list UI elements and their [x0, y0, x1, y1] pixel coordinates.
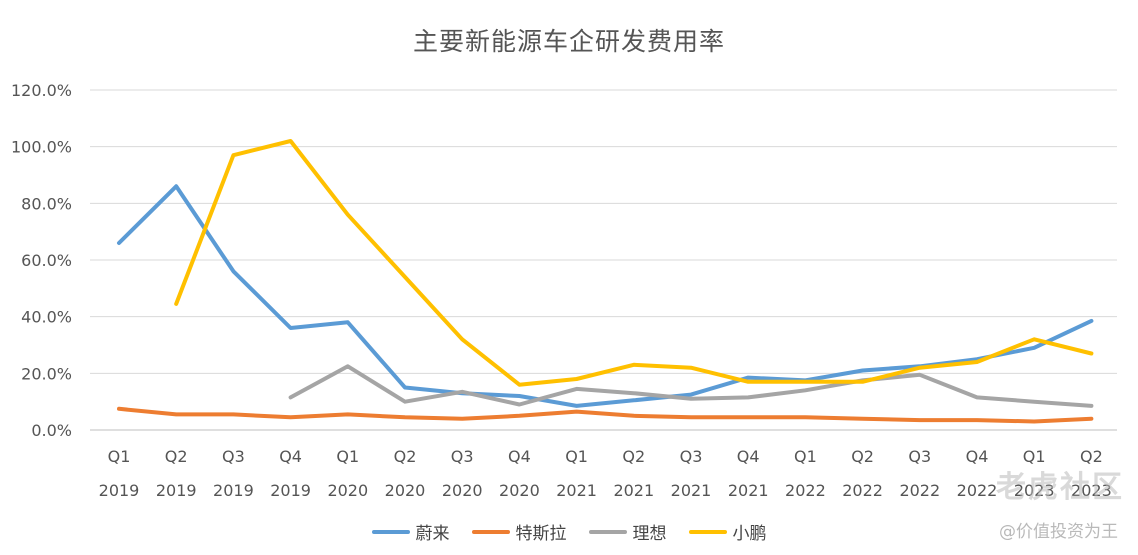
series-line: [174, 139, 1094, 387]
x-tick-label-year: 2023: [1071, 481, 1112, 500]
watermark-logo: 老虎社区: [996, 470, 1124, 505]
x-tick-label-year: 2020: [442, 481, 483, 500]
x-tick-label-quarter: Q4: [966, 447, 989, 466]
x-tick-label-year: 2021: [556, 481, 597, 500]
x-tick-label-quarter: Q1: [108, 447, 131, 466]
gridlines: [90, 89, 1117, 431]
legend-label: 理想: [632, 524, 667, 544]
x-tick-label-year: 2023: [1014, 481, 1055, 500]
y-axis-ticks: 0.0% 20.0% 40.0% 60.0% 80.0% 100.0% 120.0%: [11, 81, 72, 440]
x-tick-label-year: 2021: [671, 481, 712, 500]
y-tick-label: 60.0%: [21, 251, 72, 270]
x-tick-label-year: 2019: [270, 481, 311, 500]
legend-label: 小鹏: [732, 524, 767, 544]
legend-swatch: [688, 529, 727, 534]
x-tick-label-year: 2020: [327, 481, 368, 500]
series-line: [288, 364, 1094, 408]
x-tick-label-year: 2019: [213, 481, 254, 500]
x-tick-label-quarter: Q1: [1023, 447, 1046, 466]
y-tick-label: 100.0%: [11, 138, 72, 157]
x-tick-label-year: 2022: [842, 481, 883, 500]
x-tick-label-quarter: Q2: [165, 447, 188, 466]
x-tick-label-quarter: Q3: [451, 447, 474, 466]
x-tick-label-quarter: Q2: [1080, 447, 1103, 466]
legend-swatch: [588, 529, 627, 534]
legend-swatch: [371, 529, 410, 534]
legend-swatch: [471, 529, 510, 534]
legend-item: 蔚来: [371, 519, 450, 544]
x-tick-label-year: 2021: [728, 481, 769, 500]
x-tick-label-quarter: Q2: [622, 447, 645, 466]
x-tick-label-year: 2021: [613, 481, 654, 500]
x-tick-label-quarter: Q4: [279, 447, 302, 466]
x-tick-label-quarter: Q3: [222, 447, 245, 466]
legend-label: 蔚来: [415, 524, 450, 544]
series-line: [117, 406, 1094, 424]
x-tick-label-quarter: Q1: [336, 447, 359, 466]
series-lines: [117, 139, 1094, 424]
x-tick-label-year: 2019: [156, 481, 197, 500]
y-tick-label: 120.0%: [11, 81, 72, 100]
x-tick-label-quarter: Q2: [394, 447, 417, 466]
chart-title: 主要新能源车企研发费用率: [412, 27, 725, 56]
x-tick-label-year: 2022: [957, 481, 998, 500]
x-tick-label-year: 2020: [499, 481, 540, 500]
y-tick-label: 40.0%: [21, 308, 72, 327]
x-tick-label-quarter: Q3: [680, 447, 703, 466]
x-tick-label-year: 2022: [785, 481, 826, 500]
legend-label: 特斯拉: [515, 524, 567, 544]
x-tick-label-year: 2022: [899, 481, 940, 500]
x-tick-label-quarter: Q1: [794, 447, 817, 466]
x-tick-label-quarter: Q3: [908, 447, 931, 466]
x-tick-label-quarter: Q2: [851, 447, 874, 466]
x-tick-label-year: 2020: [385, 481, 426, 500]
watermark-handle: @价值投资为王: [999, 522, 1118, 542]
y-tick-label: 0.0%: [31, 421, 72, 440]
legend: 蔚来 特斯拉 理想 小鹏: [0, 519, 1138, 544]
y-tick-label: 20.0%: [21, 364, 72, 383]
x-tick-label-quarter: Q4: [737, 447, 760, 466]
x-tick-label-quarter: Q1: [565, 447, 588, 466]
y-tick-label: 80.0%: [21, 194, 72, 213]
legend-item: 理想: [588, 519, 667, 544]
x-tick-label-year: 2019: [99, 481, 140, 500]
legend-item: 特斯拉: [471, 519, 567, 544]
x-axis-ticks: Q1 2019 Q2 2019 Q3 2019 Q4 2019 Q1 2020 Q2 2020 Q3 20…: [99, 447, 1112, 500]
legend-item: 小鹏: [688, 519, 767, 544]
x-tick-label-quarter: Q4: [508, 447, 531, 466]
